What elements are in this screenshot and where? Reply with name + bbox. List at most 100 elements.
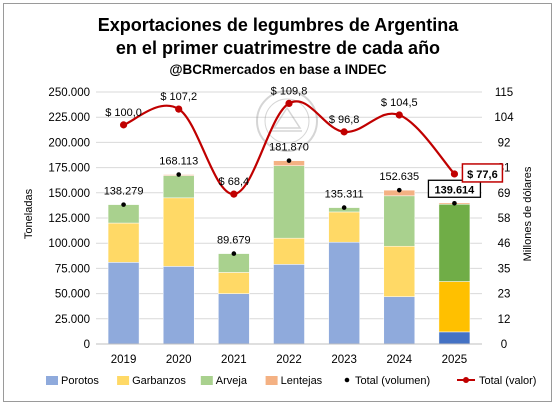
- y-axis-label: Toneladas: [23, 188, 35, 239]
- y-tick-label: 225.000: [48, 112, 90, 124]
- bar-arveja: [218, 253, 250, 273]
- legend-label: Porotos: [61, 375, 99, 387]
- y2-tick-label: 58: [498, 213, 511, 225]
- value-marker: [340, 128, 348, 136]
- bars: [107, 160, 471, 345]
- bar-porotos: [218, 293, 250, 345]
- y-tick-label: 150.000: [48, 188, 90, 200]
- bar-porotos: [162, 266, 195, 345]
- volume-total-marker: [121, 202, 126, 207]
- volume-total-label: 139.614: [435, 184, 476, 196]
- legend-label: Total (volumen): [355, 375, 430, 387]
- bar-arveja: [273, 165, 305, 239]
- legend-swatch-arveja: [200, 376, 213, 385]
- bar-porotos: [328, 241, 360, 345]
- bar-porotos: [273, 264, 305, 345]
- y2-tick-label: 104: [494, 112, 514, 124]
- chart-title: Exportaciones de legumbres de Argentina: [98, 15, 459, 35]
- value-label: $ 77,6: [467, 169, 498, 181]
- y2-tick-label: 92: [498, 137, 511, 149]
- x-tick-label: 2021: [221, 354, 247, 366]
- bar-arveja: [438, 204, 471, 282]
- volume-total-marker: [341, 205, 347, 210]
- chart: Exportaciones de legumbres de Argentina …: [23, 15, 536, 387]
- x-tick-label: 2025: [442, 354, 468, 366]
- y-tick-label: 75.000: [55, 263, 90, 275]
- bar-porotos: [107, 262, 140, 345]
- value-label: $ 109,8: [271, 85, 308, 97]
- y-tick-label: 25.000: [55, 314, 90, 326]
- bar-garbanzos: [107, 222, 140, 263]
- x-axis: 2019 2020 2021 2022 2023 2024 2025: [96, 343, 482, 366]
- volume-total-marker: [286, 158, 292, 163]
- volume-total-label: 152.635: [379, 171, 419, 183]
- value-marker: [119, 121, 128, 129]
- bar-garbanzos: [438, 281, 471, 333]
- highlight-value-box: [461, 163, 504, 183]
- legend-swatch-lentejas: [265, 376, 278, 385]
- bar-porotos: [383, 296, 416, 345]
- chart-title-line2: en el primer cuatrimestre de cada año: [116, 38, 440, 58]
- value-marker: [175, 105, 183, 113]
- y-tick-label: 50.000: [55, 289, 90, 301]
- highlight-volume-box: [427, 179, 482, 198]
- legend-swatch-porotos: [46, 376, 58, 385]
- x-tick-label: 2022: [276, 354, 302, 366]
- y2-tick-label: 0: [501, 339, 507, 351]
- value-label: $ 100,0: [105, 107, 142, 119]
- bar-arveja: [383, 195, 416, 247]
- y2-tick-label: 115: [495, 87, 513, 99]
- x-tick-label: 2019: [111, 354, 137, 366]
- volume-total-label: 168.113: [159, 156, 198, 168]
- bar-garbanzos: [218, 272, 250, 294]
- volume-total-label: 135.311: [325, 189, 364, 201]
- bar-arveja: [107, 204, 140, 224]
- x-tick-label: 2024: [386, 354, 412, 366]
- y2-tick-label: 69: [498, 188, 511, 200]
- y-axis-ticks: 0 25.000 50.000 75.000 100.000 125.000 150.000…: [48, 87, 90, 351]
- value-label: $ 96,8: [329, 114, 360, 126]
- legend-marker-volume: [344, 377, 350, 383]
- legend-label: Garbanzos: [132, 375, 186, 387]
- volume-total-marker: [396, 187, 402, 193]
- value-line: $ 100,0 $ 107,2 $ 68,4 $ 109,8 $ 96,8 $ 104,5…: [105, 85, 504, 198]
- bar-garbanzos: [273, 237, 305, 265]
- y-tick-label: 0: [84, 339, 90, 351]
- bar-garbanzos: [383, 245, 416, 297]
- y-tick-label: 100.000: [48, 238, 90, 250]
- bar-garbanzos: [328, 211, 360, 243]
- legend-swatch-garbanzos: [117, 376, 130, 385]
- x-tick-label: 2023: [331, 354, 357, 366]
- y-tick-label: 200.000: [48, 137, 90, 149]
- y-tick-label: 125.000: [48, 213, 90, 225]
- value-marker: [230, 190, 238, 198]
- y2-tick-label: 23: [498, 289, 511, 301]
- volume-total-label: 181.870: [269, 142, 309, 154]
- y2-axis-label: Millones de dólares: [522, 166, 534, 261]
- value-marker: [450, 170, 459, 178]
- legend-label: Total (valor): [479, 375, 536, 387]
- y-tick-label: 175.000: [48, 163, 90, 175]
- volume-total-marker: [231, 251, 237, 256]
- value-label: $ 68,4: [219, 176, 250, 188]
- bar-arveja: [162, 175, 195, 199]
- volume-total-marker: [452, 200, 457, 206]
- value-marker: [285, 99, 293, 107]
- chart-frame: Exportaciones de legumbres de Argentina …: [3, 3, 552, 402]
- volume-labels: 138.279 168.113 89.679 181.870 135.311 152.63…: [104, 142, 482, 256]
- legend-label: Lentejas: [281, 375, 323, 387]
- value-label: $ 107,2: [160, 91, 197, 103]
- legend-marker-value: [463, 377, 469, 383]
- x-tick-label: 2020: [166, 354, 192, 366]
- legend-label: Arveja: [216, 375, 248, 387]
- bar-garbanzos: [162, 197, 195, 267]
- bar-porotos: [438, 331, 471, 345]
- y-tick-label: 250.000: [48, 87, 90, 99]
- volume-total-marker: [176, 172, 182, 177]
- chart-subtitle: @BCRmercados en base a INDEC: [169, 62, 386, 77]
- y2-tick-label: 35: [498, 263, 511, 275]
- y2-tick-label: 46: [498, 238, 511, 250]
- y2-tick-label: 12: [498, 314, 511, 326]
- volume-total-label: 89.679: [217, 235, 251, 247]
